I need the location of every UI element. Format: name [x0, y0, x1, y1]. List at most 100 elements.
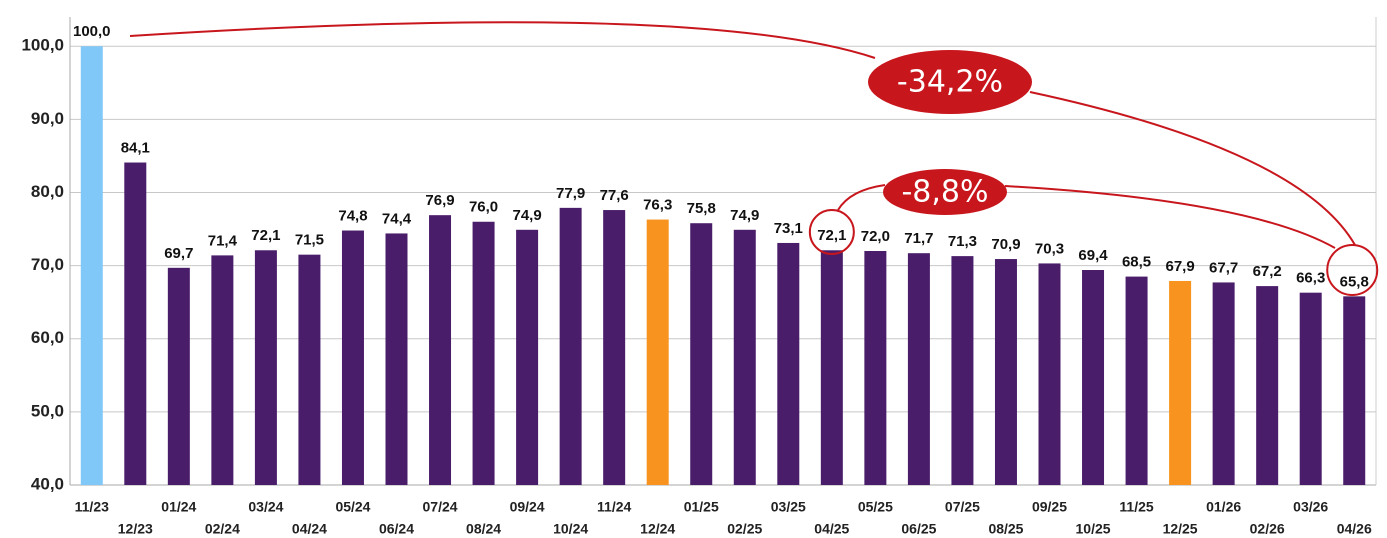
- x-tick-label: 10/25: [1076, 521, 1111, 537]
- bar: [80, 46, 103, 485]
- bar: [864, 251, 887, 485]
- value-label: 65,8: [1340, 273, 1369, 290]
- x-tick-label: 05/24: [335, 499, 370, 515]
- x-tick-label: 10/24: [553, 521, 588, 537]
- arrow-line: [129, 21, 876, 59]
- x-tick-label: 12/23: [118, 521, 153, 537]
- value-label: 76,0: [469, 199, 498, 216]
- value-label: 77,6: [600, 187, 629, 204]
- bar: [254, 250, 277, 485]
- x-tick-label: 12/24: [640, 521, 675, 537]
- bar: [429, 215, 452, 485]
- value-label: 71,7: [904, 230, 933, 247]
- x-tick-label: 03/26: [1293, 499, 1328, 515]
- x-tick-label: 02/24: [205, 521, 240, 537]
- x-tick-label: 07/24: [423, 499, 458, 515]
- bar: [1343, 296, 1366, 485]
- bar: [341, 230, 364, 485]
- x-tick-label: 06/24: [379, 521, 414, 537]
- x-tick-label: 02/25: [727, 521, 762, 537]
- bar: [603, 210, 626, 486]
- value-label: 71,4: [208, 232, 238, 249]
- value-label: 74,4: [382, 210, 412, 227]
- y-tick-label: 80,0: [31, 182, 64, 201]
- bar: [559, 207, 582, 485]
- bar: [690, 223, 713, 485]
- x-tick-label: 08/24: [466, 521, 501, 537]
- bar: [1169, 280, 1192, 485]
- value-label: 67,9: [1165, 258, 1194, 275]
- highlight-circle: [808, 209, 855, 255]
- x-tick-label: 01/25: [684, 499, 719, 515]
- arrow-line: [1004, 185, 1336, 249]
- x-tick-label: 08/25: [988, 521, 1023, 537]
- bar: [646, 219, 669, 485]
- value-label: 67,2: [1253, 263, 1282, 280]
- bar: [1299, 292, 1322, 485]
- bar: [907, 253, 930, 485]
- x-tick-label: 02/26: [1250, 521, 1285, 537]
- bar: [820, 250, 843, 485]
- y-tick-label: 70,0: [31, 255, 64, 274]
- value-label: 72,1: [817, 227, 846, 244]
- annotation-bubble: [883, 169, 1007, 215]
- x-tick-label: 01/24: [161, 499, 196, 515]
- highlight-circle: [1326, 244, 1379, 296]
- x-tick-label: 04/25: [814, 521, 849, 537]
- x-tick-label: 09/25: [1032, 499, 1067, 515]
- annotation: -8,8%: [901, 175, 988, 210]
- arrow-line: [837, 184, 886, 211]
- bar: [951, 256, 974, 485]
- value-label: 77,9: [556, 185, 585, 202]
- bar: [124, 162, 147, 486]
- value-label: 73,1: [774, 220, 803, 237]
- value-label: 74,9: [730, 207, 759, 224]
- x-tick-label: 03/25: [771, 499, 806, 515]
- value-label: 69,4: [1078, 247, 1108, 264]
- annotation: -34,2%: [897, 65, 1003, 100]
- value-label: 76,9: [425, 192, 454, 209]
- bar: [211, 255, 234, 485]
- bar: [1125, 276, 1148, 485]
- value-label: 72,0: [861, 228, 890, 245]
- bar: [1038, 263, 1061, 485]
- value-label: 69,7: [164, 245, 193, 262]
- bar: [298, 254, 321, 485]
- value-label: 74,9: [512, 207, 541, 224]
- value-label: 67,7: [1209, 259, 1238, 276]
- value-label: 71,5: [295, 232, 324, 249]
- bar: [1082, 270, 1105, 485]
- bar: [1256, 286, 1279, 485]
- value-label: 71,3: [948, 233, 977, 250]
- value-label: 84,1: [121, 139, 150, 156]
- x-tick-label: 11/25: [1119, 499, 1153, 515]
- value-label: 68,5: [1122, 254, 1151, 271]
- x-tick-label: 05/25: [858, 499, 893, 515]
- bar: [472, 221, 495, 485]
- bar: [516, 229, 539, 485]
- y-tick-label: 100,0: [21, 36, 64, 55]
- x-tick-label: 03/24: [248, 499, 283, 515]
- value-label: 70,3: [1035, 240, 1064, 257]
- y-tick-label: 50,0: [31, 401, 64, 420]
- value-label: 100,0: [73, 23, 111, 40]
- bar: [777, 242, 800, 485]
- x-tick-label: 09/24: [510, 499, 545, 515]
- x-tick-label: 04/24: [292, 521, 327, 537]
- y-tick-label: 60,0: [31, 328, 64, 347]
- value-label: 76,3: [643, 197, 672, 214]
- bar: [167, 267, 190, 485]
- x-tick-label: 12/25: [1163, 521, 1198, 537]
- y-tick-label: 40,0: [31, 474, 64, 493]
- bar: [994, 259, 1017, 485]
- bar: [733, 229, 756, 485]
- x-tick-label: 06/25: [901, 521, 936, 537]
- x-tick-label: 04/26: [1337, 521, 1372, 537]
- x-tick-label: 11/23: [75, 499, 109, 515]
- value-label: 72,1: [251, 227, 280, 244]
- value-label: 66,3: [1296, 270, 1325, 287]
- y-tick-label: 90,0: [31, 109, 64, 128]
- x-tick-label: 07/25: [945, 499, 980, 515]
- arrow-line: [1029, 91, 1356, 246]
